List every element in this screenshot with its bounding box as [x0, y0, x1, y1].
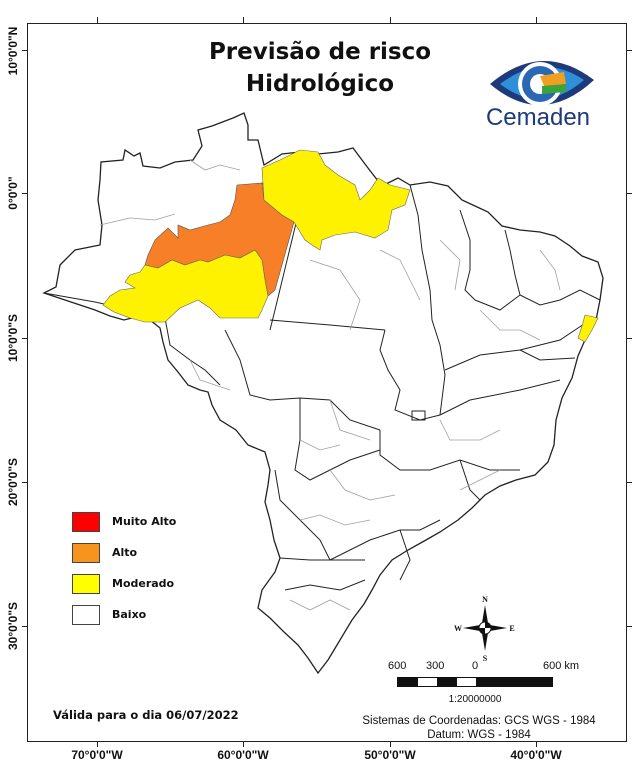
lon-label-70w: 70°0'0"W [71, 748, 123, 762]
legend-item-baixo: Baixo [72, 599, 176, 630]
scale-bar [397, 677, 553, 687]
scale-ratio: 1:20000000 [448, 694, 502, 705]
right-tick [627, 193, 632, 194]
cemaden-logo-icon [490, 60, 594, 106]
bottom-tick [243, 742, 244, 747]
lat-label-0: 0°0'0" [6, 176, 20, 210]
lon-label-40w: 40°0'0"W [510, 748, 562, 762]
basin-borders [99, 159, 561, 611]
coordinate-system: Sistemas de Coordenadas: GCS WGS - 1984 … [340, 714, 618, 742]
lat-label-10n: 10°0'0"N [6, 26, 20, 76]
legend: Muito Alto Alto Moderado Baixo [72, 506, 176, 630]
crs-line-1: Sistemas de Coordenadas: GCS WGS - 1984 [362, 715, 596, 727]
lat-label-20s: 20°0'0"S [6, 457, 20, 507]
region-moderado-sw [102, 249, 269, 323]
lat-label-30s: 30°0'0"S [6, 601, 20, 651]
legend-item-muito-alto: Muito Alto [72, 506, 176, 537]
scale-label-600-left: 600 [388, 660, 407, 672]
right-tick [627, 482, 632, 483]
legend-swatch-moderado [72, 573, 100, 594]
legend-label: Baixo [112, 608, 147, 621]
scale-labels: 600 300 0 600 km [380, 660, 610, 674]
lat-label-10s: 10°0'0"S [6, 313, 20, 363]
legend-swatch-baixo [72, 604, 100, 625]
brazil-map [42, 112, 604, 675]
compass-w: W [454, 624, 462, 633]
compass-e: E [509, 624, 514, 633]
region-moderado-e [577, 314, 599, 343]
legend-swatch-alto [72, 542, 100, 563]
bottom-tick [536, 742, 537, 747]
top-tick [536, 17, 537, 23]
map-title: Previsão de risco Hidrológico [170, 36, 470, 100]
bottom-tick [97, 742, 98, 747]
left-tick [22, 338, 27, 339]
legend-label: Alto [112, 546, 138, 559]
compass-n: N [482, 595, 488, 604]
compass-s: S [483, 654, 488, 663]
left-tick [22, 50, 27, 51]
top-tick [243, 17, 244, 23]
scale-label-0: 0 [472, 660, 479, 672]
legend-item-moderado: Moderado [72, 568, 176, 599]
right-tick [627, 50, 632, 51]
top-tick [390, 17, 391, 23]
lon-label-60w: 60°0'0"W [217, 748, 269, 762]
legend-item-alto: Alto [72, 537, 176, 568]
top-tick [97, 17, 98, 23]
right-tick [627, 626, 632, 627]
left-tick [22, 626, 27, 627]
legend-label: Moderado [112, 577, 175, 590]
scale-label-600-right: 600 km [543, 660, 580, 672]
left-tick [22, 193, 27, 194]
lon-label-50w: 50°0'0"W [364, 748, 416, 762]
bottom-tick [390, 742, 391, 747]
legend-swatch-muito-alto [72, 511, 100, 532]
federal-district [411, 410, 426, 421]
title-line-2: Hidrológico [245, 71, 395, 97]
region-moderado-n [261, 149, 411, 251]
left-tick [22, 482, 27, 483]
legend-label: Muito Alto [112, 515, 177, 528]
right-tick [627, 338, 632, 339]
scale-label-300: 300 [426, 660, 445, 672]
cemaden-logo-text: Cemaden [485, 104, 591, 131]
validity-date: Válida para o dia 06/07/2022 [53, 708, 239, 722]
crs-line-2: Datum: WGS - 1984 [427, 729, 531, 741]
north-arrow-icon: N S W E [454, 595, 515, 663]
title-line-1: Previsão de risco [208, 39, 432, 65]
